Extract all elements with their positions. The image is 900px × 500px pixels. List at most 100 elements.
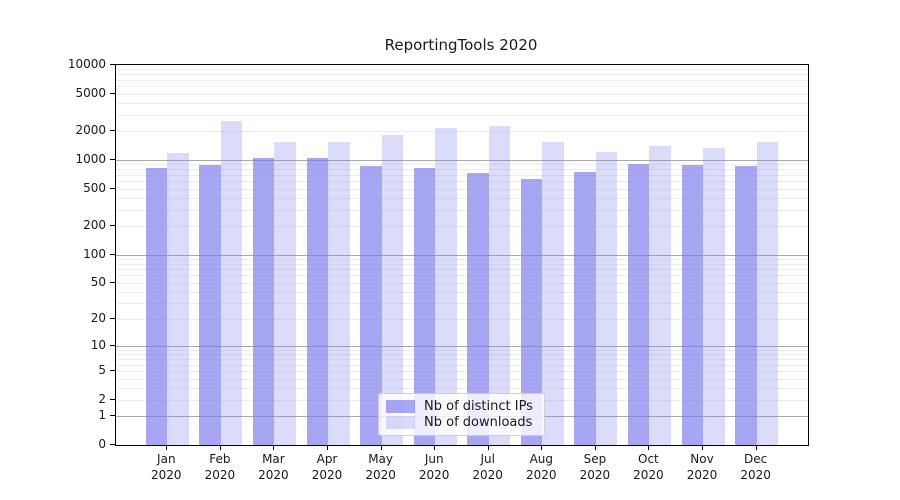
gridline-minor xyxy=(116,114,808,116)
y-tick-100 xyxy=(110,253,115,255)
bar-dec-distinct-ips xyxy=(735,166,757,445)
x-tick-sep xyxy=(594,445,596,450)
bar-mar-distinct-ips xyxy=(252,158,275,445)
gridline-minor xyxy=(116,181,808,182)
x-tick-label-oct: Oct 2020 xyxy=(633,452,664,482)
y-tick-2 xyxy=(110,398,115,400)
x-tick-label-jun: Jun 2020 xyxy=(418,452,450,482)
gridline-minor xyxy=(116,188,808,190)
bar-nov-downloads xyxy=(703,147,725,445)
y-tick-500 xyxy=(110,187,115,189)
y-tick-5000 xyxy=(110,92,115,94)
legend-swatch-downloads xyxy=(386,416,415,430)
y-tick-label-500: 500 xyxy=(83,180,106,195)
gridline-minor xyxy=(116,319,808,321)
bar-may-distinct-ips xyxy=(360,165,382,445)
gridline-minor xyxy=(116,371,808,373)
x-tick-label-dec: Dec 2020 xyxy=(740,452,771,482)
y-tick-label-10: 10 xyxy=(90,338,106,353)
bar-feb-distinct-ips xyxy=(199,165,221,445)
gridline-minor xyxy=(116,86,808,88)
plot-area xyxy=(115,64,809,446)
x-tick-jan xyxy=(166,445,168,450)
y-tick-label-2: 2 xyxy=(98,391,106,406)
bar-sep-downloads xyxy=(595,151,618,445)
bar-mar-downloads xyxy=(274,142,296,445)
x-tick-mar xyxy=(273,445,275,450)
gridline-minor xyxy=(116,350,808,351)
y-tick-5 xyxy=(110,370,115,372)
y-tick-label-200: 200 xyxy=(83,218,106,233)
legend-swatch-distinct-ips xyxy=(386,399,415,413)
x-tick-oct xyxy=(648,445,650,450)
y-tick-label-2000: 2000 xyxy=(75,123,106,138)
x-tick-label-jul: Jul 2020 xyxy=(472,452,503,482)
y-tick-label-5000: 5000 xyxy=(75,85,106,100)
gridline-minor xyxy=(116,364,808,366)
bar-aug-distinct-ips xyxy=(520,179,543,445)
y-tick-0 xyxy=(110,444,115,445)
x-tick-label-aug: Aug 2020 xyxy=(526,452,557,482)
y-tick-label-0: 0 xyxy=(98,437,106,451)
gridline-minor xyxy=(116,291,808,293)
gridline-major xyxy=(116,160,808,161)
gridline-minor xyxy=(116,74,808,76)
gridline-minor xyxy=(116,387,808,389)
x-tick-may xyxy=(380,445,382,450)
y-tick-2000 xyxy=(110,130,115,132)
gridline-minor xyxy=(116,269,808,271)
legend-item-downloads: Nb of downloads xyxy=(386,415,537,430)
x-tick-nov xyxy=(702,445,703,450)
gridline-minor xyxy=(116,303,808,305)
legend-item-distinct-ips: Nb of distinct IPs xyxy=(386,399,537,414)
bar-jan-distinct-ips xyxy=(145,167,168,445)
x-tick-label-mar: Mar 2020 xyxy=(258,452,289,482)
gridline-major xyxy=(116,346,808,348)
legend: Nb of distinct IPs Nb of downloads xyxy=(378,393,545,436)
bar-jul-distinct-ips xyxy=(467,172,489,445)
gridline-major xyxy=(116,254,808,256)
x-tick-dec xyxy=(755,445,757,450)
gridline-minor xyxy=(116,197,808,199)
x-tick-label-apr: Apr 2020 xyxy=(311,452,343,482)
y-tick-label-20: 20 xyxy=(90,311,106,326)
y-tick-label-5: 5 xyxy=(98,363,106,378)
gridline-minor xyxy=(116,79,808,81)
y-tick-1 xyxy=(110,415,115,417)
gridline-minor xyxy=(116,354,808,356)
y-tick-1000 xyxy=(110,159,115,160)
gridline-minor xyxy=(116,226,808,228)
y-tick-10000 xyxy=(110,64,115,65)
x-tick-feb xyxy=(219,445,221,450)
x-tick-apr xyxy=(327,445,328,450)
x-tick-label-jan: Jan 2020 xyxy=(151,452,182,482)
gridline-minor xyxy=(116,282,808,284)
y-tick-20 xyxy=(110,318,115,320)
bar-oct-downloads xyxy=(649,146,671,445)
y-tick-50 xyxy=(110,281,115,283)
y-tick-label-1000: 1000 xyxy=(75,152,106,166)
bar-jan-downloads xyxy=(167,153,189,445)
bar-may-downloads xyxy=(381,135,404,445)
y-tick-label-10000: 10000 xyxy=(67,57,106,71)
gridline-minor xyxy=(116,174,808,176)
y-tick-label-1: 1 xyxy=(98,408,106,423)
bar-apr-downloads xyxy=(328,141,350,445)
bar-aug-downloads xyxy=(542,142,564,445)
x-tick-jun xyxy=(434,445,436,450)
legend-label-distinct-ips: Nb of distinct IPs xyxy=(424,398,533,414)
gridline-minor xyxy=(116,275,808,277)
bar-apr-distinct-ips xyxy=(306,158,328,445)
x-tick-label-may: May 2020 xyxy=(365,452,396,482)
y-tick-label-50: 50 xyxy=(90,274,106,289)
bar-dec-downloads xyxy=(756,141,779,445)
x-tick-label-nov: Nov 2020 xyxy=(686,452,718,482)
gridline-minor xyxy=(116,102,808,104)
gridline-minor xyxy=(116,258,808,260)
legend-label-downloads: Nb of downloads xyxy=(424,415,533,431)
x-tick-label-feb: Feb 2020 xyxy=(204,452,236,482)
x-tick-label-sep: Sep 2020 xyxy=(579,452,611,482)
gridline-minor xyxy=(116,164,808,166)
bar-jun-downloads xyxy=(435,127,457,445)
